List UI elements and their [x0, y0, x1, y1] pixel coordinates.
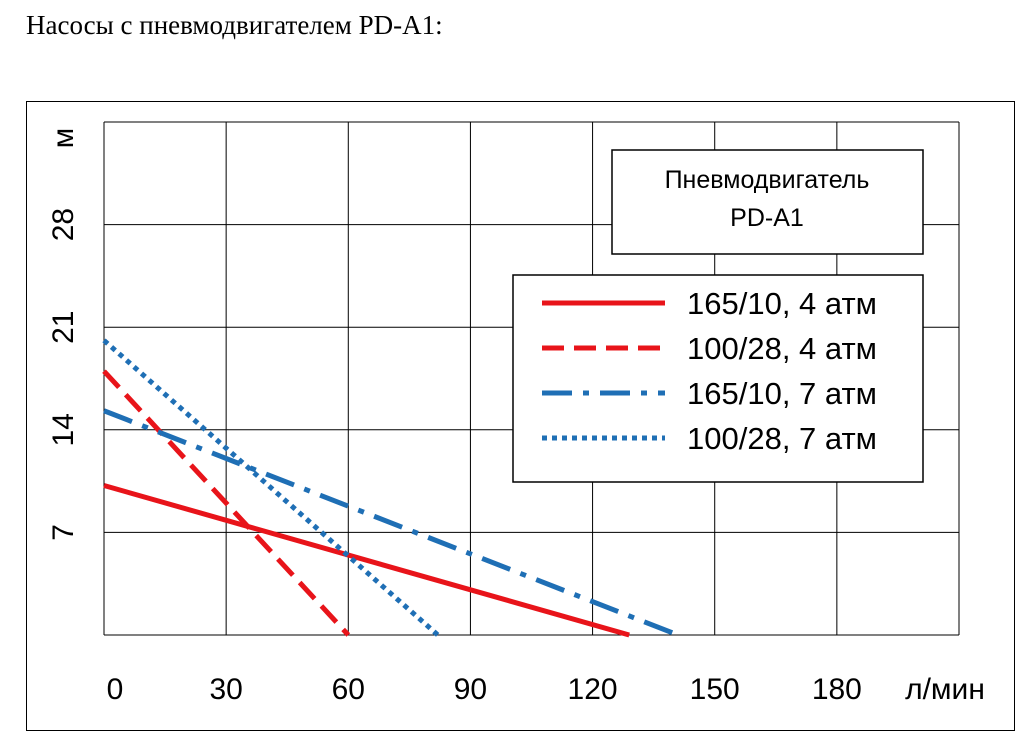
x-tick-label: 30: [209, 673, 242, 706]
chart-svg: 0 30 60 90 120 150 180 7 14 21 28 л/мин м Пневмодв…: [47, 121, 985, 706]
x-tick-label: 0: [107, 673, 124, 706]
legend-label-3: 165/10, 7 атм: [687, 376, 877, 411]
series-line-1: [103, 483, 630, 638]
annotation-line-2: PD-A1: [730, 204, 804, 232]
series-layer: [102, 338, 679, 638]
legend-border: [512, 274, 924, 483]
y-tick-label: 7: [47, 524, 80, 541]
legend-label-1: 165/10, 4 атм: [687, 286, 877, 321]
annotation-line-1: Пневмодвигатель: [665, 166, 870, 194]
x-tick-label: 90: [454, 673, 487, 706]
legend-label-4: 100/28, 7 атм: [687, 421, 877, 456]
series-line-2: [102, 369, 351, 637]
series-line-4: [102, 338, 440, 637]
x-tick-label: 60: [332, 673, 365, 706]
series-line-3: [103, 408, 679, 638]
x-tick-label: 150: [690, 673, 740, 706]
legend-label-2: 100/28, 4 атм: [687, 331, 877, 366]
y-tick-label: 28: [47, 208, 80, 241]
y-axis-label: м: [47, 128, 80, 149]
y-tick-label: 21: [47, 311, 80, 344]
x-axis-label: л/мин: [905, 673, 985, 706]
y-tick-label: 14: [47, 413, 80, 446]
chart-frame: 0 30 60 90 120 150 180 7 14 21 28 л/мин м Пневмодв…: [26, 101, 1015, 731]
annotation-box-border: [611, 149, 924, 255]
annotation-box: Пневмодвигатель PD-A1: [611, 149, 924, 255]
page-heading: Насосы с пневмодвигателем PD-A1:: [26, 10, 443, 40]
ticks-layer: 0 30 60 90 120 150 180 7 14 21 28: [47, 208, 862, 706]
x-tick-label: 180: [812, 673, 862, 706]
legend: 165/10, 4 атм 100/28, 4 атм 165/10, 7 атм 1…: [512, 274, 924, 483]
x-tick-label: 120: [568, 673, 618, 706]
